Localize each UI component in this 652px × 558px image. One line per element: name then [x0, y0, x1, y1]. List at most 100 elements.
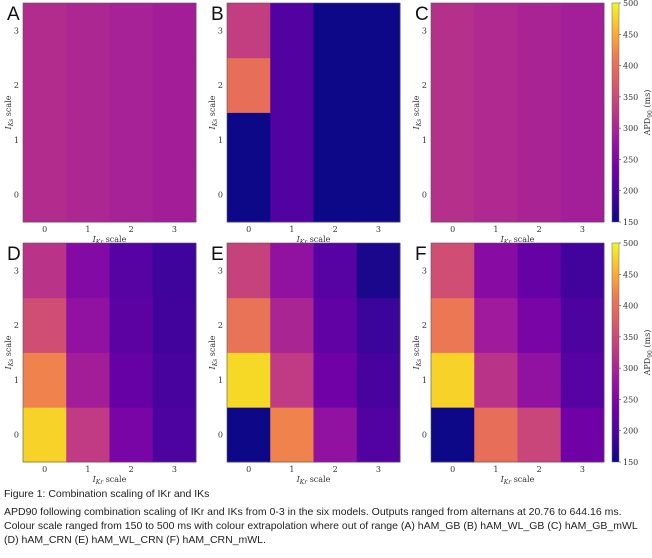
- x-tick-label: 1: [493, 465, 498, 474]
- colorbar-tick-label: 500: [623, 0, 638, 8]
- heatmap-cell: [66, 407, 110, 463]
- heatmap-cell: [431, 112, 475, 168]
- heatmap-cell: [227, 407, 271, 463]
- heatmap-cell: [152, 112, 197, 168]
- panel-letter: D: [7, 244, 21, 265]
- heatmap-cell: [431, 57, 475, 113]
- figure-canvas: A 0 1 2 3 0 1 2 3 IKr scale IKs scale B 0 1 2 3 0 1 2 3 IKr …: [4, 0, 652, 484]
- heatmap-cell: [270, 407, 314, 463]
- heatmap-cell: [431, 243, 475, 299]
- heatmap-frame: [22, 242, 197, 463]
- heatmap-cell: [313, 297, 358, 353]
- heatmap-cell: [431, 3, 475, 59]
- heatmap-cell: [517, 407, 562, 463]
- heatmap-cell: [227, 167, 271, 223]
- heatmap-panel-A: A 0 1 2 3 0 1 2 3 IKr scale IKs scale: [4, 2, 197, 246]
- heatmap-cell: [270, 112, 314, 168]
- x-tick-label: 3: [376, 225, 381, 234]
- x-tick-label: 3: [376, 465, 381, 474]
- heatmap-frame: [22, 2, 197, 223]
- colorbar-tick-label: 250: [623, 395, 638, 404]
- heatmap-cell: [474, 243, 518, 299]
- heatmap-panel-F: F 0 1 2 3 0 1 2 3 IKr scale IKs scale: [412, 242, 605, 484]
- heatmap-cell: [356, 407, 401, 463]
- heatmap-cell: [66, 352, 110, 408]
- x-tick-label: 1: [289, 225, 294, 234]
- heatmap-frame: [226, 242, 401, 463]
- heatmap-cell: [474, 297, 518, 353]
- heatmap-cell: [23, 407, 67, 463]
- y-tick-label: 1: [422, 136, 427, 145]
- y-tick-label: 3: [14, 266, 19, 275]
- y-axis-label: IKs scale: [4, 95, 15, 130]
- heatmap-cell: [356, 243, 401, 299]
- x-tick-label: 1: [493, 225, 498, 234]
- colorbar-tick-label: 300: [623, 124, 638, 133]
- y-axis-label: IKs scale: [4, 335, 15, 370]
- colorbar-tick-label: 300: [623, 364, 638, 373]
- x-tick-label: 0: [450, 465, 455, 474]
- colorbar-tick-label: 350: [623, 333, 638, 342]
- heatmap-cell: [109, 112, 154, 168]
- heatmap-cell: [356, 297, 401, 353]
- heatmap-cell: [560, 3, 605, 59]
- y-tick-label: 1: [218, 376, 223, 385]
- y-tick-label: 1: [14, 376, 19, 385]
- panel-letter: F: [415, 244, 427, 265]
- heatmap-frame: [226, 2, 401, 223]
- y-tick-label: 2: [422, 321, 427, 330]
- heatmap-cell: [560, 407, 605, 463]
- figure-caption-title: Figure 1: Combination scaling of IKr and…: [4, 488, 210, 500]
- heatmap-cell: [517, 3, 562, 59]
- heatmap-cell: [227, 57, 271, 113]
- heatmap-cell: [23, 297, 67, 353]
- heatmap-cell: [152, 352, 197, 408]
- heatmap-cell: [109, 407, 154, 463]
- heatmap-cell: [313, 3, 358, 59]
- x-tick-label: 0: [246, 225, 251, 234]
- y-tick-label: 0: [422, 191, 427, 200]
- x-tick-label: 2: [537, 465, 542, 474]
- heatmap-cell: [109, 243, 154, 299]
- colorbar-tick-label: 450: [623, 270, 638, 279]
- heatmap-cell: [431, 167, 475, 223]
- x-tick-label: 3: [172, 225, 177, 234]
- x-tick-label: 3: [172, 465, 177, 474]
- colorbar-tick-label: 400: [623, 302, 638, 311]
- colorbar-tick-label: 200: [623, 427, 638, 436]
- heatmap-cell: [109, 57, 154, 113]
- heatmap-cell: [66, 167, 110, 223]
- heatmap-cell: [66, 57, 110, 113]
- heatmap-cell: [517, 243, 562, 299]
- x-tick-label: 3: [580, 225, 585, 234]
- y-tick-label: 3: [14, 26, 19, 35]
- y-tick-label: 2: [422, 81, 427, 90]
- y-tick-label: 3: [422, 26, 427, 35]
- heatmap-cell: [152, 297, 197, 353]
- heatmap-cell: [431, 352, 475, 408]
- heatmap-cell: [474, 57, 518, 113]
- colorbar-tick-label: 200: [623, 187, 638, 196]
- heatmap-cell: [227, 352, 271, 408]
- heatmap-cell: [356, 3, 401, 59]
- heatmap-cell: [152, 167, 197, 223]
- y-tick-label: 3: [422, 266, 427, 275]
- x-tick-label: 0: [450, 225, 455, 234]
- heatmap-cell: [313, 352, 358, 408]
- heatmap-cell: [270, 3, 314, 59]
- heatmap-cell: [152, 243, 197, 299]
- heatmap-cell: [474, 352, 518, 408]
- heatmap-frame: [430, 242, 605, 463]
- y-tick-label: 0: [14, 431, 19, 440]
- colorbar-label: APD90 (ms): [643, 90, 652, 137]
- x-tick-label: 2: [333, 465, 338, 474]
- heatmap-cell: [356, 112, 401, 168]
- x-tick-label: 1: [289, 465, 294, 474]
- x-axis-label: IKr scale: [92, 475, 127, 484]
- heatmap-cell: [66, 297, 110, 353]
- heatmap-cell: [23, 167, 67, 223]
- y-tick-label: 1: [218, 136, 223, 145]
- heatmap-cell: [23, 112, 67, 168]
- heatmap-cell: [560, 243, 605, 299]
- heatmap-cell: [109, 297, 154, 353]
